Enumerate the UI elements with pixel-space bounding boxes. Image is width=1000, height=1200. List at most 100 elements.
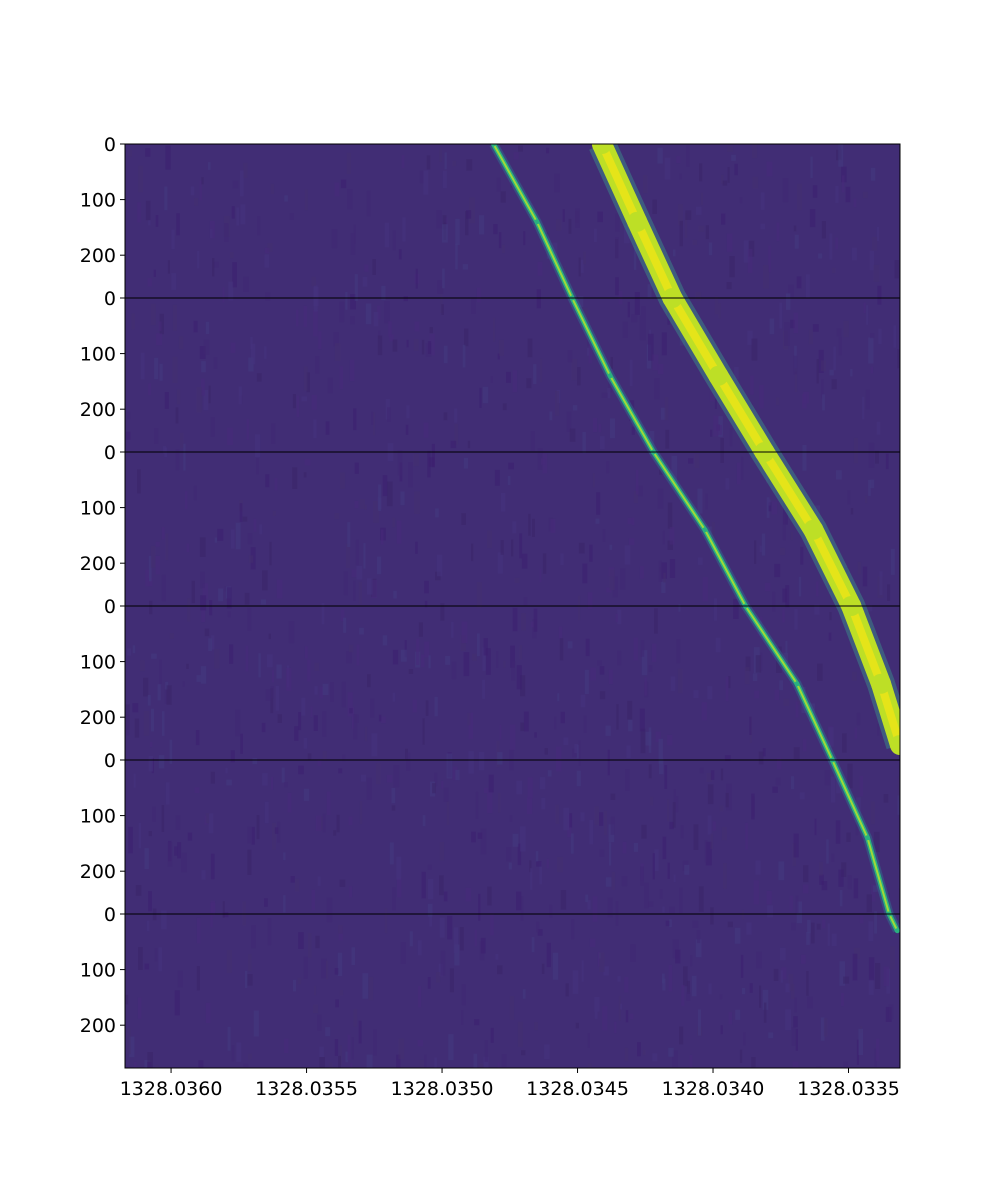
- noise-cell: [684, 213, 688, 238]
- noise-cell: [758, 751, 764, 765]
- noise-cell: [692, 920, 699, 928]
- noise-cell: [340, 472, 346, 489]
- noise-cell: [669, 559, 676, 578]
- noise-cell: [203, 339, 210, 355]
- noise-cell: [782, 608, 785, 623]
- noise-cell: [183, 443, 186, 471]
- ytick-label: 0: [104, 442, 116, 464]
- noise-cell: [628, 538, 635, 545]
- noise-cell: [148, 219, 151, 226]
- noise-cell: [131, 313, 135, 330]
- noise-cell: [471, 543, 474, 562]
- noise-cell: [284, 1038, 289, 1053]
- noise-cell: [386, 775, 393, 783]
- noise-cell: [172, 304, 177, 331]
- noise-cell: [196, 917, 201, 944]
- noise-cell: [714, 295, 719, 315]
- noise-cell: [315, 815, 322, 831]
- noise-cell: [658, 560, 662, 582]
- noise-cell: [364, 726, 368, 742]
- noise-cell: [571, 359, 578, 381]
- noise-cell: [214, 649, 220, 669]
- noise-cell: [378, 714, 382, 722]
- noise-cell: [793, 833, 799, 858]
- noise-cell: [661, 562, 667, 579]
- noise-cell: [740, 954, 744, 978]
- noise-cell: [200, 595, 207, 611]
- noise-cell: [572, 970, 579, 994]
- noise-cell: [870, 167, 876, 181]
- noise-cell: [544, 1044, 550, 1060]
- noise-cell: [876, 1038, 880, 1061]
- noise-cell: [338, 1055, 341, 1068]
- noise-cell: [269, 541, 272, 566]
- noise-cell: [307, 659, 311, 682]
- xtick-label: 1328.0335: [797, 1078, 900, 1100]
- noise-cell: [338, 925, 343, 934]
- noise-cell: [384, 908, 388, 934]
- noise-cell: [270, 688, 274, 714]
- noise-cell: [789, 895, 793, 911]
- noise-cell: [196, 675, 201, 682]
- noise-cell: [159, 659, 162, 684]
- noise-cell: [649, 329, 652, 336]
- noise-cell: [707, 686, 713, 700]
- noise-cell: [672, 1050, 678, 1068]
- noise-cell: [762, 989, 769, 1010]
- noise-cell: [728, 676, 731, 689]
- noise-cell: [747, 249, 753, 273]
- noise-cell: [807, 996, 813, 1009]
- noise-cell: [281, 767, 285, 783]
- noise-cell: [373, 312, 379, 327]
- ytick-label: 0: [104, 134, 116, 156]
- noise-cell: [175, 407, 179, 424]
- noise-cell: [790, 984, 795, 999]
- noise-cell: [578, 296, 584, 308]
- noise-cell: [268, 633, 271, 640]
- noise-cell: [373, 501, 379, 523]
- noise-cell: [767, 905, 773, 918]
- noise-cell: [829, 369, 834, 376]
- noise-cell: [852, 953, 858, 981]
- noise-cell: [816, 923, 821, 930]
- noise-cell: [765, 582, 771, 592]
- noise-cell: [140, 660, 145, 672]
- noise-cell: [442, 224, 448, 243]
- noise-cell: [502, 403, 507, 411]
- noise-cell: [208, 813, 214, 834]
- noise-cell: [440, 603, 445, 621]
- noise-cell: [499, 724, 502, 740]
- noise-cell: [594, 1011, 598, 1019]
- noise-cell: [594, 997, 600, 1012]
- noise-cell: [501, 493, 506, 512]
- noise-cell: [341, 681, 346, 708]
- noise-cell: [858, 1028, 863, 1055]
- noise-cell: [176, 213, 180, 236]
- track-narrow: [489, 144, 900, 934]
- ytick-label: 200: [80, 1015, 116, 1037]
- noise-cell: [261, 722, 266, 733]
- noise-cell: [676, 639, 681, 664]
- noise-cell: [627, 517, 633, 524]
- noise-cell: [651, 643, 657, 662]
- noise-cell: [303, 737, 308, 749]
- noise-cell: [690, 955, 693, 967]
- noise-cell: [816, 359, 819, 384]
- noise-cell: [356, 644, 360, 666]
- noise-cell: [615, 277, 619, 296]
- noise-cell: [353, 580, 356, 601]
- noise-cell: [667, 734, 673, 746]
- noise-cell: [607, 749, 610, 776]
- noise-cell: [517, 843, 522, 866]
- noise-cell: [578, 595, 581, 621]
- noise-cell: [865, 495, 868, 504]
- noise-cell: [355, 539, 359, 566]
- noise-cell: [532, 518, 535, 537]
- noise-cell: [746, 922, 752, 935]
- noise-cell: [795, 1028, 798, 1051]
- noise-cell: [731, 154, 736, 161]
- ytick-label: 100: [80, 498, 116, 520]
- noise-cell: [242, 901, 246, 926]
- noise-cell: [359, 801, 363, 825]
- noise-cell: [193, 320, 198, 333]
